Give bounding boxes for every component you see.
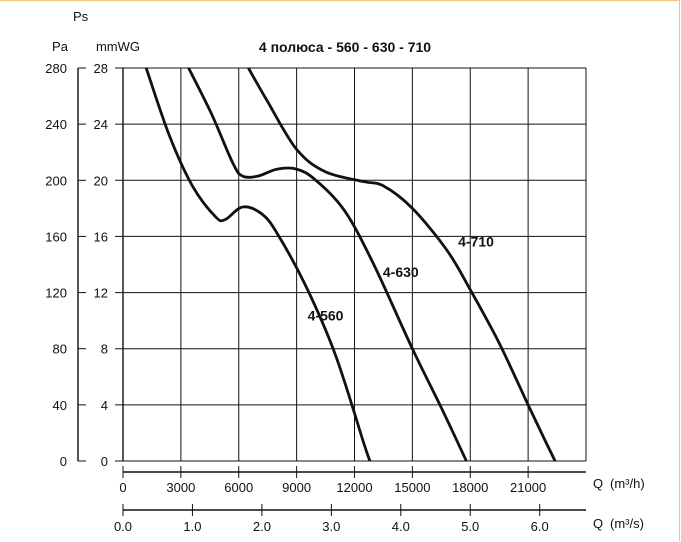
x-tick-label-m3s: 5.0: [461, 519, 479, 534]
curve-label-4-710: 4-710: [458, 233, 494, 249]
y-tick-label-pa: 0: [60, 454, 67, 469]
x-tick-label-m3h: 6000: [224, 480, 253, 495]
curve-label-4-560: 4-560: [308, 308, 344, 324]
x-tick-label-m3s: 6.0: [531, 519, 549, 534]
curve-label-4-630: 4-630: [383, 264, 419, 280]
y-tick-label-mmwg: 16: [94, 229, 108, 244]
y-tick-label-pa: 120: [45, 286, 67, 301]
x-axis-unit-m3s: (m³/s): [610, 516, 644, 531]
y-tick-label-mmwg: 0: [101, 454, 108, 469]
y-tick-label-mmwg: 4: [101, 398, 108, 413]
x-tick-label-m3h: 18000: [452, 480, 488, 495]
y-tick-label-pa: 40: [53, 398, 67, 413]
x-tick-label-m3h: 15000: [394, 480, 430, 495]
curve-4-630: [187, 67, 468, 462]
y-tick-label-pa: 200: [45, 173, 67, 188]
x-tick-label-m3s: 4.0: [392, 519, 410, 534]
y-tick-label-pa: 240: [45, 117, 67, 132]
y-tick-label-mmwg: 24: [94, 117, 108, 132]
y-tick-label-pa: 280: [45, 61, 67, 76]
curve-4-560: [144, 67, 372, 462]
y-tick-label-pa: 80: [53, 342, 67, 357]
x-axis-unit-m3h: (m³/h): [610, 476, 645, 491]
x-tick-label-m3s: 1.0: [183, 519, 201, 534]
x-tick-label-m3s: 3.0: [322, 519, 340, 534]
x-tick-label-m3h: 0: [119, 480, 126, 495]
performance-curves: 4-560 4-630 4-710: [144, 67, 557, 462]
y-tick-label-mmwg: 28: [94, 61, 108, 76]
y-axis-unit-mmwg: mmWG: [96, 39, 140, 54]
x-tick-label-m3h: 21000: [510, 480, 546, 495]
x-tick-label-m3s: 0.0: [114, 519, 132, 534]
x-tick-label-m3s: 2.0: [253, 519, 271, 534]
x-tick-label-m3h: 9000: [282, 480, 311, 495]
y-tick-label-mmwg: 8: [101, 342, 108, 357]
x-tick-label-m3h: 3000: [166, 480, 195, 495]
y-tick-label-mmwg: 12: [94, 286, 108, 301]
x-axis-label-m3h: Q: [593, 476, 603, 491]
x-axis-label-m3s: Q: [593, 516, 603, 531]
y-tick-label-mmwg: 20: [94, 173, 108, 188]
curve-4-710: [247, 67, 557, 462]
y-tick-label-pa: 160: [45, 229, 67, 244]
x-tick-label-m3h: 12000: [336, 480, 372, 495]
y-axis-name-ps: Ps: [73, 9, 89, 24]
y-axis-unit-pa: Pa: [52, 39, 69, 54]
chart-title: 4 полюса - 560 - 630 - 710: [259, 39, 431, 55]
